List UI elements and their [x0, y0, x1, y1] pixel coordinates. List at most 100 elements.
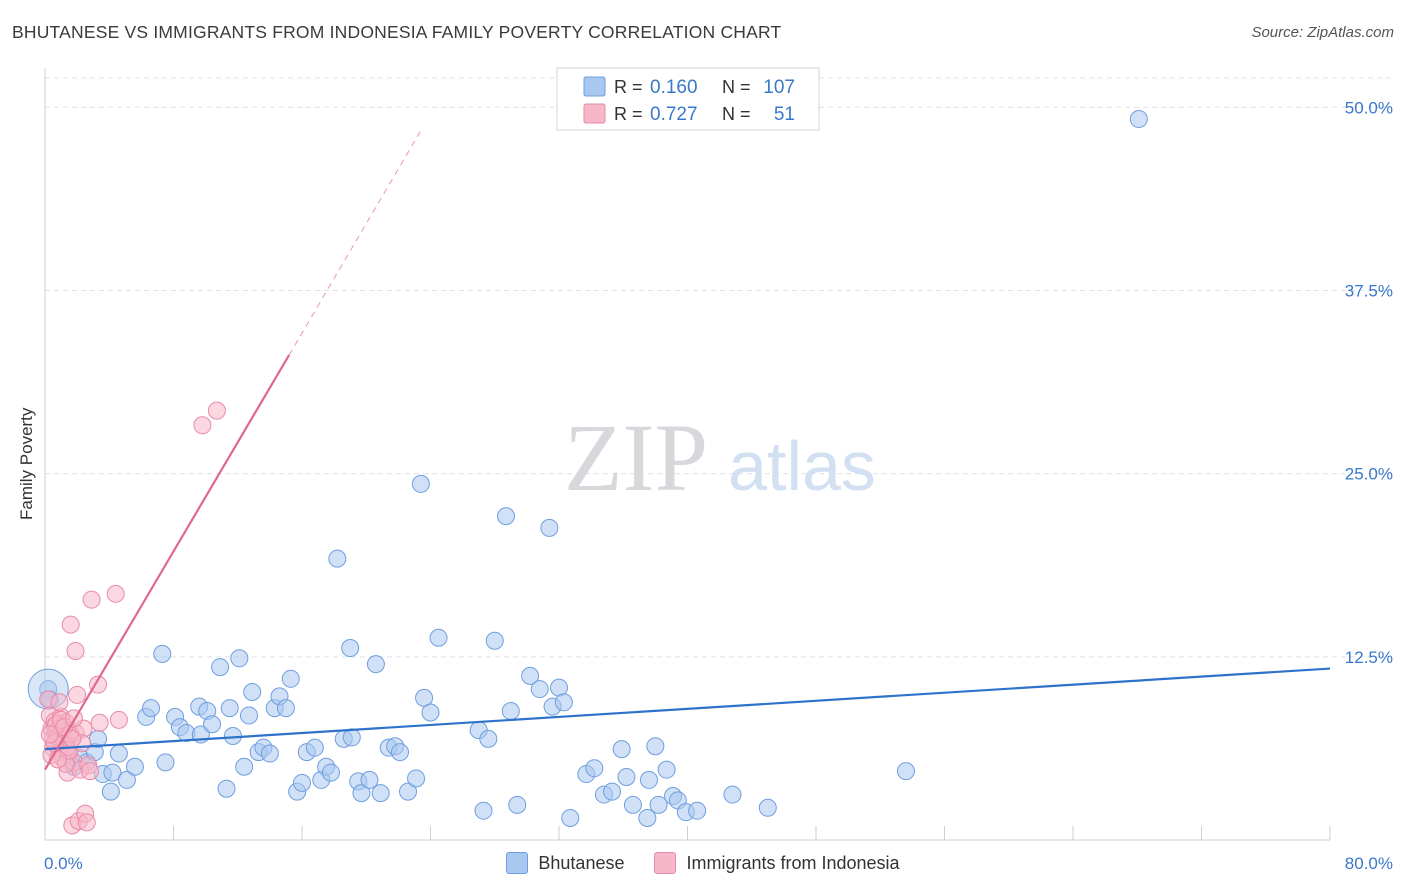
x-tick-label-min: 0.0% [44, 854, 83, 873]
bhutanese-point [758, 798, 777, 817]
bhutanese-point [646, 737, 665, 756]
bhutanese-point [421, 703, 440, 722]
bhutanese-point [342, 728, 361, 747]
bhutanese-point [508, 795, 527, 814]
bhutanese-point [603, 782, 622, 801]
bhutanese-point [521, 666, 540, 685]
indonesia-point [193, 416, 212, 435]
indonesia-point [50, 693, 69, 712]
bhutanese-point [411, 474, 430, 493]
indonesia-point [66, 641, 85, 660]
bhutanese-point [530, 680, 549, 699]
grid-lines [45, 77, 1392, 658]
indonesia-point [40, 725, 59, 744]
bhutanese-point [220, 699, 239, 718]
source-label: Source: ZipAtlas.com [1251, 24, 1394, 41]
watermark-atlas: atlas [728, 427, 876, 505]
bhutanese-point [585, 759, 604, 778]
legend-swatch-indonesia [583, 103, 606, 124]
bhutanese-point [360, 770, 379, 789]
legend-label-indonesia: Immigrants from Indonesia [686, 852, 900, 873]
legend-n-value: 51 [774, 104, 795, 125]
indonesia-trend-extension [288, 127, 423, 356]
indonesia-point [77, 813, 96, 832]
bhutanese-point [328, 549, 347, 568]
legend-n-label: N = [722, 104, 751, 124]
bhutanese-point [638, 809, 657, 828]
bhutanese-point [649, 795, 668, 814]
chart-title: BHUTANESE VS IMMIGRANTS FROM INDONESIA F… [12, 22, 782, 42]
bhutanese-point [321, 763, 340, 782]
bhutanese-point [390, 743, 409, 762]
indonesia-point [90, 713, 109, 732]
bhutanese-point [305, 738, 324, 757]
indonesia-point [80, 762, 99, 781]
y-tick-labels: 12.5% 25.0% 37.5% 50.0% [1345, 98, 1393, 667]
bhutanese-point [153, 644, 172, 663]
watermark: ZIP atlas [564, 404, 876, 511]
indonesia-point [207, 401, 226, 420]
legend-bottom: Bhutanese Immigrants from Indonesia [0, 852, 1406, 874]
trend-lines [44, 127, 1331, 771]
legend-r-label: R = [614, 104, 643, 124]
bhutanese-point [485, 631, 504, 650]
x-tick-labels: 0.0% 80.0% [44, 854, 1393, 873]
bhutanese-point [540, 518, 559, 537]
bhutanese-point [235, 757, 254, 776]
bhutanese-point [1129, 110, 1148, 129]
bhutanese-point [407, 769, 426, 788]
legend-item-bhutanese[interactable]: Bhutanese [506, 852, 624, 874]
legend-label-bhutanese: Bhutanese [538, 852, 625, 873]
y-tick-label: 25.0% [1345, 465, 1393, 484]
bhutanese-point [217, 779, 236, 798]
indonesia-point [61, 615, 80, 634]
bhutanese-point [142, 699, 161, 718]
bhutanese-point [211, 658, 230, 677]
y-tick-label: 50.0% [1345, 98, 1393, 117]
bhutanese-trend-line [44, 667, 1331, 751]
bhutanese-point [109, 744, 128, 763]
legend-n-value: 107 [763, 77, 795, 98]
bhutanese-point [639, 770, 658, 789]
bhutanese-point [554, 693, 573, 712]
indonesia-point [82, 590, 101, 609]
bhutanese-point [203, 715, 222, 734]
bhutanese-point [341, 639, 360, 658]
bhutanese-point [474, 801, 493, 820]
bhutanese-point [156, 753, 175, 772]
indonesia-points [39, 401, 226, 835]
bhutanese-point [125, 757, 144, 776]
indonesia-point [106, 584, 125, 603]
legend-r-value: 0.160 [650, 77, 698, 98]
bhutanese-point [612, 740, 631, 759]
bhutanese-point [276, 699, 295, 718]
bhutanese-point [896, 762, 915, 781]
legend-r-value: 0.727 [650, 104, 698, 125]
y-tick-label: 12.5% [1345, 648, 1393, 667]
bhutanese-point [243, 682, 262, 701]
bhutanese-point [260, 744, 279, 763]
bhutanese-point [230, 649, 249, 668]
bhutanese-point [366, 655, 385, 674]
bhutanese-point [117, 770, 136, 789]
legend-swatch-indonesia [654, 852, 677, 874]
bhutanese-point [561, 809, 580, 828]
bhutanese-point [688, 801, 707, 820]
bhutanese-point [496, 507, 515, 526]
bhutanese-point [352, 784, 371, 803]
bhutanese-point [399, 782, 418, 801]
x-tick-label-max: 80.0% [1345, 854, 1393, 873]
bhutanese-point [293, 773, 311, 792]
watermark-zip: ZIP [564, 404, 708, 511]
bhutanese-point [617, 767, 636, 786]
legend-swatch-bhutanese [506, 852, 529, 874]
indonesia-point [68, 685, 87, 704]
bhutanese-point [429, 628, 448, 647]
legend-r-label: R = [614, 77, 643, 97]
bhutanese-point [371, 784, 390, 803]
legend-item-indonesia[interactable]: Immigrants from Indonesia [654, 852, 900, 874]
legend-box: R = 0.160 N = 107 R = 0.727 N = 51 [556, 67, 820, 131]
bhutanese-point [723, 785, 742, 804]
bhutanese-point [657, 760, 676, 779]
